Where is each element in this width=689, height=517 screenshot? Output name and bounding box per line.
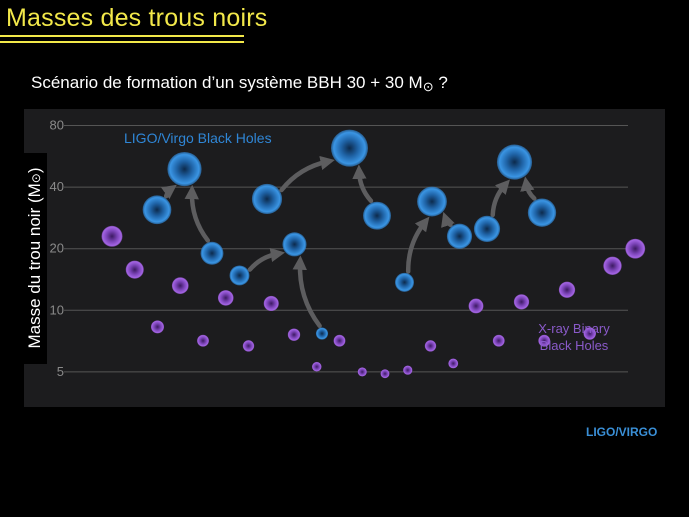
xray-black-hole-point bbox=[538, 334, 551, 347]
merger-arrow bbox=[184, 184, 211, 243]
xray-annotation-line1: X-ray Binary bbox=[538, 321, 610, 336]
xray-black-hole-point bbox=[217, 290, 234, 306]
y-tick-label: 40 bbox=[50, 179, 64, 194]
y-tick-label: 20 bbox=[50, 241, 64, 256]
scatter-chart: 5 10 20 40 80 LIGO/Virgo Black Holes X-ray B… bbox=[50, 117, 646, 379]
xray-black-hole-point bbox=[403, 365, 413, 375]
y-axis-label-sun: ⊙ bbox=[29, 173, 43, 184]
ligo-black-hole-point bbox=[446, 223, 473, 249]
xray-black-hole-point bbox=[468, 298, 484, 314]
ligo-black-hole-point bbox=[331, 129, 368, 167]
merger-arrow bbox=[490, 179, 510, 218]
ligo-black-hole-point bbox=[527, 198, 557, 227]
ligo-black-hole-point bbox=[473, 215, 501, 242]
chart-panel: 5 10 20 40 80 LIGO/Virgo Black Holes X-ray B… bbox=[24, 109, 665, 407]
merger-arrow bbox=[292, 255, 322, 329]
y-axis-label: Masse du trou noir (M⊙) bbox=[25, 167, 45, 348]
ligo-annotation: LIGO/Virgo Black Holes bbox=[124, 130, 272, 146]
xray-black-hole-point bbox=[150, 320, 165, 334]
y-axis-label-main: Masse du trou noir (M bbox=[25, 183, 44, 349]
xray-annotation-line2: Black Holes bbox=[540, 338, 609, 353]
ligo-black-hole-point bbox=[142, 195, 172, 225]
xray-black-hole-point bbox=[603, 256, 622, 276]
merger-arrow bbox=[405, 216, 430, 274]
xray-black-hole-point bbox=[513, 294, 530, 310]
y-tick-label: 10 bbox=[50, 302, 64, 317]
xray-black-hole-point bbox=[287, 328, 301, 341]
xray-black-hole-point bbox=[625, 238, 646, 259]
ligo-black-hole-point bbox=[394, 272, 415, 292]
y-axis-label-end: ) bbox=[25, 167, 44, 174]
xray-black-hole-point bbox=[263, 295, 279, 312]
xray-black-hole-point bbox=[197, 334, 209, 347]
ligo-black-hole-point bbox=[363, 201, 391, 230]
ligo-black-hole-point bbox=[417, 186, 447, 217]
merger-arrow bbox=[352, 164, 374, 204]
subtitle-sun-symbol: ⊙ bbox=[422, 79, 434, 94]
merger-arrow bbox=[279, 155, 335, 193]
xray-black-hole-point bbox=[380, 369, 390, 379]
y-tick-label: 5 bbox=[57, 364, 64, 379]
ligo-black-hole-point bbox=[496, 144, 533, 180]
xray-black-hole-point bbox=[492, 334, 505, 347]
merger-arrow bbox=[520, 176, 537, 201]
slide-subtitle: Scénario de formation d’un système BBH 3… bbox=[31, 73, 448, 95]
ligo-black-hole-point bbox=[315, 327, 329, 340]
merger-arrow bbox=[441, 211, 455, 228]
xray-black-hole-point bbox=[448, 358, 459, 369]
source-label: LIGO/VIRGO bbox=[586, 425, 658, 439]
subtitle-main: Scénario de formation d’un système BBH 3… bbox=[31, 73, 423, 92]
ligo-black-hole-point bbox=[229, 265, 250, 286]
xray-black-hole-point bbox=[558, 281, 576, 298]
merger-arrow bbox=[160, 184, 177, 200]
ligo-black-hole-point bbox=[251, 183, 283, 215]
title-underline-1 bbox=[0, 35, 244, 37]
merger-arrow bbox=[247, 247, 286, 272]
y-axis-label-background bbox=[23, 153, 47, 364]
title-underline-2 bbox=[0, 41, 244, 43]
ligo-black-hole-point bbox=[167, 151, 202, 187]
y-tick-label: 80 bbox=[50, 117, 64, 132]
xray-black-hole-point bbox=[101, 225, 123, 247]
xray-black-hole-point bbox=[333, 334, 346, 347]
xray-black-hole-point bbox=[125, 260, 144, 279]
xray-black-hole-point bbox=[357, 367, 367, 377]
xray-black-hole-point bbox=[424, 340, 437, 352]
ligo-black-hole-point bbox=[282, 232, 307, 257]
xray-black-hole-point bbox=[583, 327, 597, 340]
xray-black-hole-point bbox=[242, 340, 255, 352]
ligo-black-hole-point bbox=[200, 241, 224, 265]
xray-black-hole-point bbox=[171, 277, 189, 294]
xray-black-hole-point bbox=[311, 361, 322, 372]
slide-title: Masses des trous noirs bbox=[6, 4, 268, 32]
subtitle-end: ? bbox=[433, 73, 448, 92]
